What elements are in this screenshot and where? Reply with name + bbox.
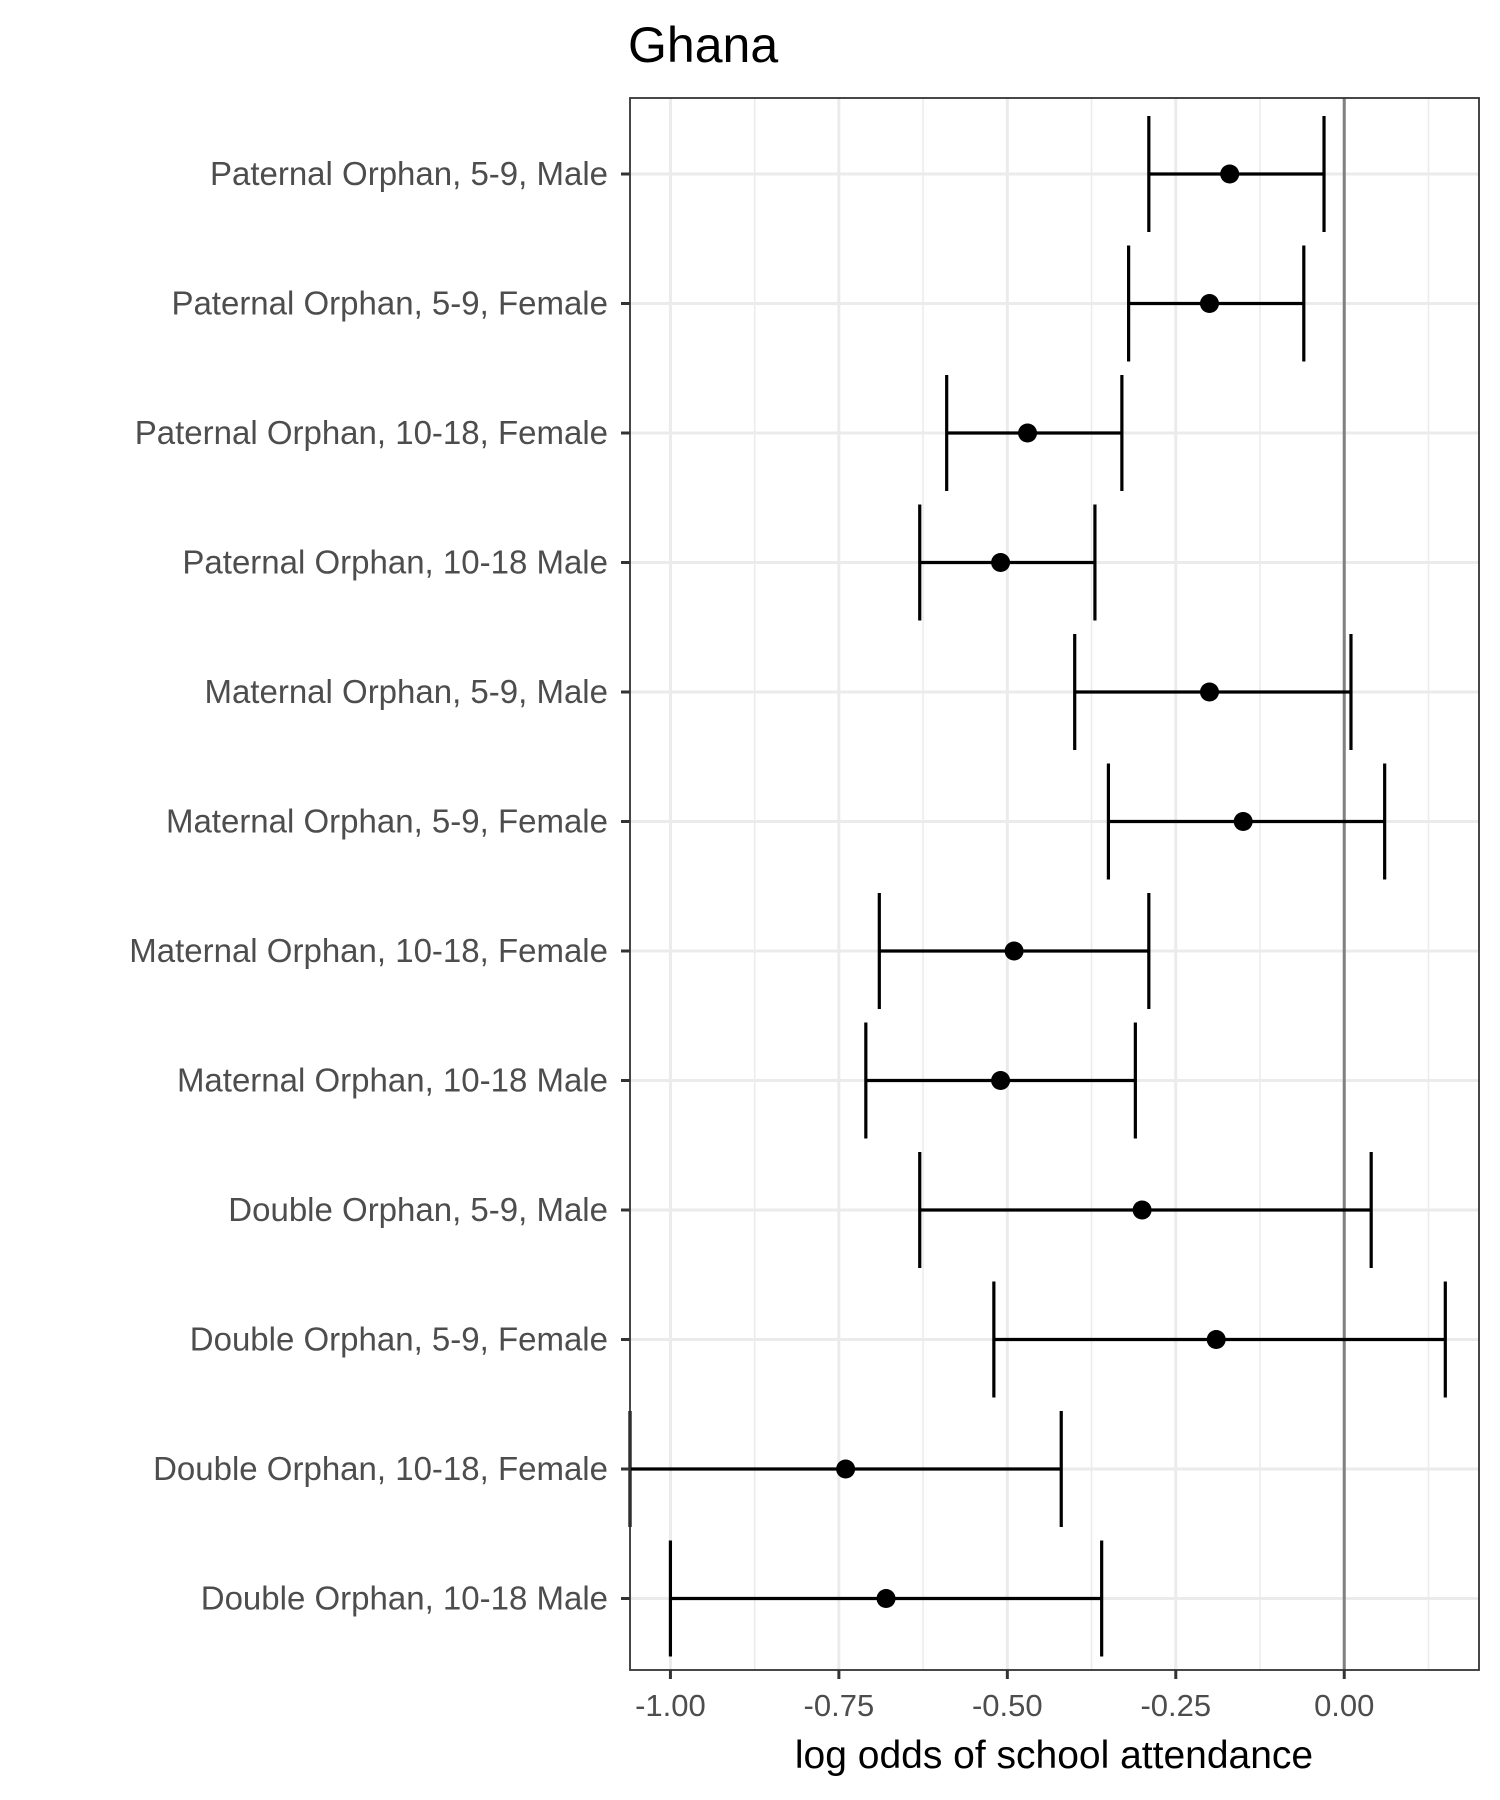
estimate-point <box>1004 941 1024 961</box>
error-bar-group <box>918 504 1097 621</box>
error-bar-group <box>1106 763 1387 880</box>
grid <box>630 98 1479 1670</box>
error-bar-group <box>1147 116 1326 232</box>
y-tick-label: Maternal Orphan, 10-18, Female <box>129 932 608 969</box>
error-bar-group <box>918 1152 1373 1268</box>
error-bar-group <box>628 1411 1063 1527</box>
y-tick-label: Double Orphan, 5-9, Female <box>190 1321 608 1358</box>
x-tick-label: -0.50 <box>972 1688 1043 1723</box>
x-axis: -1.00 -0.75 -0.50 -0.25 0.00 <box>635 1670 1374 1723</box>
estimate-point <box>1199 682 1219 702</box>
estimate-point <box>836 1459 856 1479</box>
estimate-point <box>1233 812 1253 831</box>
x-tick-label: -0.25 <box>1140 1688 1211 1723</box>
estimate-point <box>1199 294 1219 313</box>
estimate-point <box>876 1589 896 1608</box>
estimate-point <box>1220 164 1240 184</box>
y-tick-label: Paternal Orphan, 5-9, Female <box>171 285 608 322</box>
error-bar-group <box>1073 634 1353 750</box>
estimate-point <box>991 553 1011 572</box>
error-bar-group <box>877 893 1151 1009</box>
y-tick-label: Paternal Orphan, 5-9, Male <box>210 155 608 192</box>
y-tick-label: Maternal Orphan, 10-18 Male <box>177 1062 608 1099</box>
y-tick-label: Maternal Orphan, 5-9, Female <box>166 803 608 840</box>
error-bar-group <box>1127 245 1306 362</box>
error-bar-group <box>864 1022 1137 1139</box>
x-tick-label: -1.00 <box>635 1688 706 1723</box>
error-bar-group <box>992 1281 1447 1398</box>
panel-border <box>629 97 1480 1671</box>
y-tick-label: Double Orphan, 5-9, Male <box>228 1191 608 1228</box>
error-bar-group <box>945 375 1124 491</box>
error-bar-group <box>668 1540 1104 1657</box>
y-tick-label: Double Orphan, 10-18 Male <box>201 1580 608 1617</box>
estimate-point <box>1206 1330 1226 1349</box>
marks <box>628 116 1447 1657</box>
estimate-point <box>1132 1200 1152 1220</box>
x-axis-label: log odds of school attendance <box>795 1734 1313 1777</box>
x-tick-label: 0.00 <box>1314 1688 1374 1723</box>
estimate-point <box>991 1071 1011 1090</box>
x-tick-label: -0.75 <box>804 1688 875 1723</box>
y-tick-label: Paternal Orphan, 10-18, Female <box>135 414 608 451</box>
chart-title: Ghana <box>628 17 778 73</box>
y-tick-label: Double Orphan, 10-18, Female <box>153 1450 608 1487</box>
y-axis: Paternal Orphan, 5-9, Male Paternal Orpha… <box>129 155 630 1617</box>
estimate-point <box>1018 423 1038 443</box>
y-tick-label: Paternal Orphan, 10-18 Male <box>182 544 608 581</box>
y-tick-label: Maternal Orphan, 5-9, Male <box>204 673 608 710</box>
